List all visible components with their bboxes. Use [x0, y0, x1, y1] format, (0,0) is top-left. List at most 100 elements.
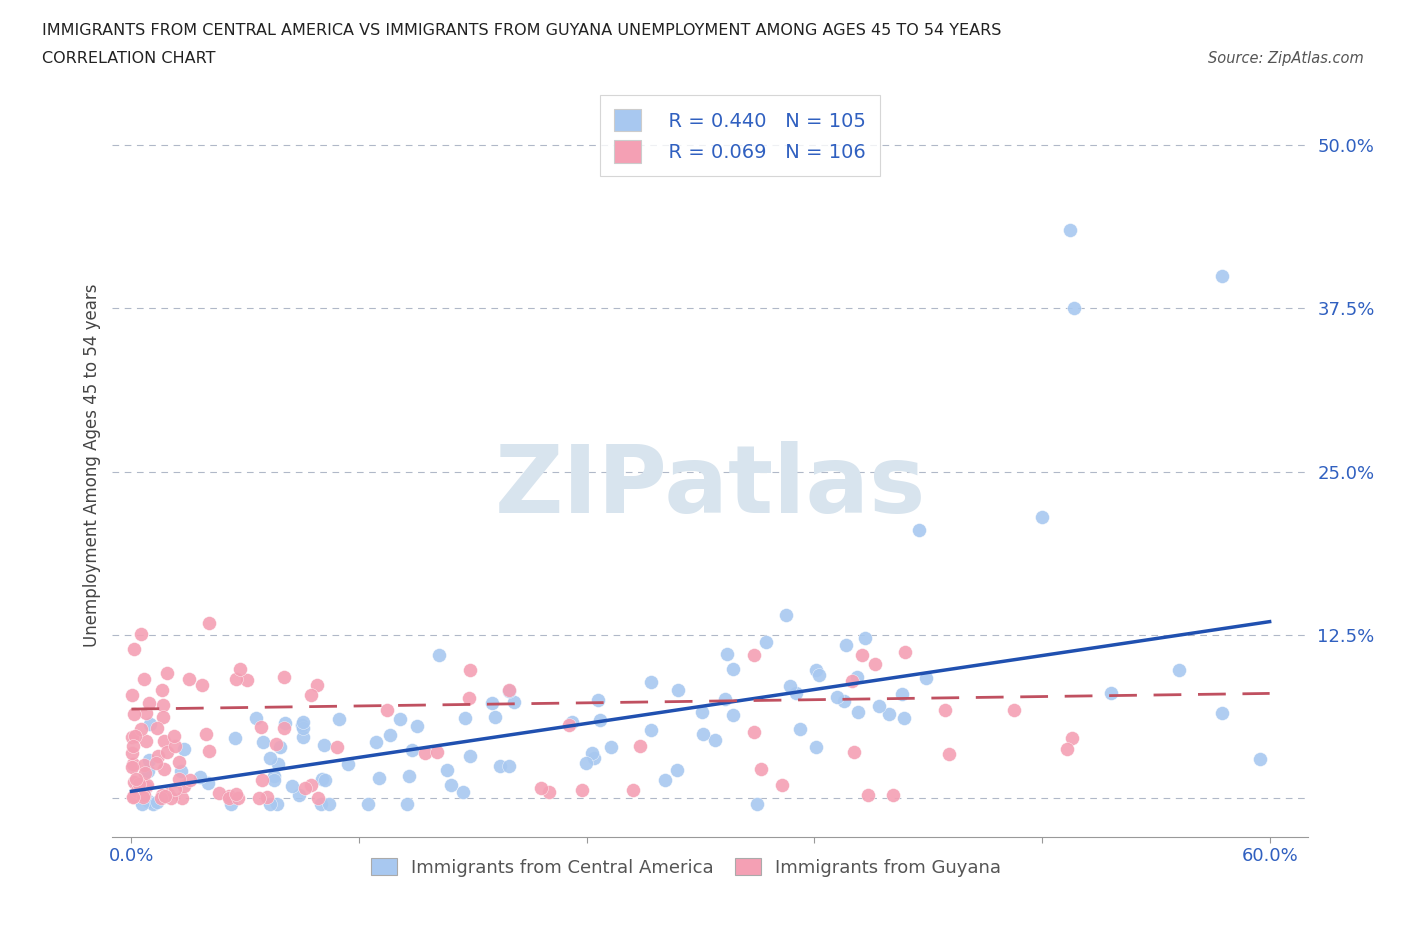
Point [128, 777, 150, 791]
Point [561, 715, 583, 730]
Point [291, 721, 314, 736]
Point [146, 794, 169, 809]
Point [150, 788, 173, 803]
Point [301, 777, 323, 792]
Point [124, 728, 146, 743]
Point [165, 739, 187, 754]
Legend: Immigrants from Central America, Immigrants from Guyana: Immigrants from Central America, Immigra… [364, 851, 1008, 884]
Point [454, 711, 477, 725]
Point [127, 784, 149, 799]
Point [167, 772, 190, 787]
Point [155, 745, 177, 760]
Point [934, 702, 956, 717]
Point [406, 719, 429, 734]
Point [135, 706, 157, 721]
Point [1099, 685, 1122, 700]
Point [713, 691, 735, 706]
Point [139, 717, 162, 732]
Point [742, 724, 765, 739]
Point [156, 665, 179, 680]
Point [274, 716, 297, 731]
Point [122, 788, 145, 803]
Point [153, 789, 176, 804]
Point [266, 737, 288, 751]
Point [179, 772, 201, 787]
Point [218, 789, 240, 804]
Point [436, 763, 458, 777]
Point [915, 671, 938, 685]
Point [256, 790, 278, 804]
Point [498, 684, 520, 698]
Point [124, 775, 146, 790]
Point [305, 678, 328, 693]
Point [263, 768, 285, 783]
Point [1063, 301, 1085, 316]
Point [770, 777, 793, 792]
Point [138, 752, 160, 767]
Point [152, 698, 174, 712]
Point [218, 790, 240, 805]
Point [789, 722, 811, 737]
Point [721, 662, 744, 677]
Point [122, 739, 145, 754]
Point [162, 729, 184, 744]
Point [197, 743, 219, 758]
Point [134, 766, 156, 781]
Point [191, 677, 214, 692]
Point [146, 749, 169, 764]
Point [225, 786, 247, 801]
Point [121, 760, 143, 775]
Point [252, 734, 274, 749]
Point [266, 797, 288, 812]
Point [132, 790, 155, 804]
Point [891, 686, 914, 701]
Point [893, 711, 915, 725]
Point [808, 668, 831, 683]
Point [894, 644, 917, 659]
Point [121, 756, 143, 771]
Point [1056, 742, 1078, 757]
Point [122, 642, 145, 657]
Point [879, 707, 901, 722]
Point [938, 747, 960, 762]
Point [825, 689, 848, 704]
Point [583, 751, 606, 765]
Point [357, 797, 380, 812]
Point [267, 756, 290, 771]
Point [208, 786, 231, 801]
Point [489, 759, 512, 774]
Point [907, 523, 929, 538]
Point [599, 739, 621, 754]
Point [299, 688, 322, 703]
Point [882, 788, 904, 803]
Point [142, 797, 165, 812]
Point [1211, 268, 1233, 283]
Point [160, 790, 183, 805]
Point [1002, 702, 1025, 717]
Point [219, 797, 242, 812]
Point [328, 711, 350, 726]
Point [853, 631, 876, 645]
Point [868, 698, 890, 713]
Point [273, 670, 295, 684]
Point [173, 742, 195, 757]
Point [177, 672, 200, 687]
Point [153, 762, 176, 777]
Point [640, 723, 662, 737]
Text: CORRELATION CHART: CORRELATION CHART [42, 51, 215, 66]
Point [440, 777, 463, 792]
Point [451, 784, 474, 799]
Point [249, 720, 271, 735]
Point [197, 616, 219, 631]
Point [396, 797, 419, 812]
Point [121, 746, 143, 761]
Point [1249, 751, 1271, 766]
Point [1031, 510, 1053, 525]
Point [288, 788, 311, 803]
Point [269, 740, 291, 755]
Point [259, 797, 281, 812]
Point [136, 764, 159, 778]
Point [136, 793, 159, 808]
Point [640, 674, 662, 689]
Point [263, 773, 285, 788]
